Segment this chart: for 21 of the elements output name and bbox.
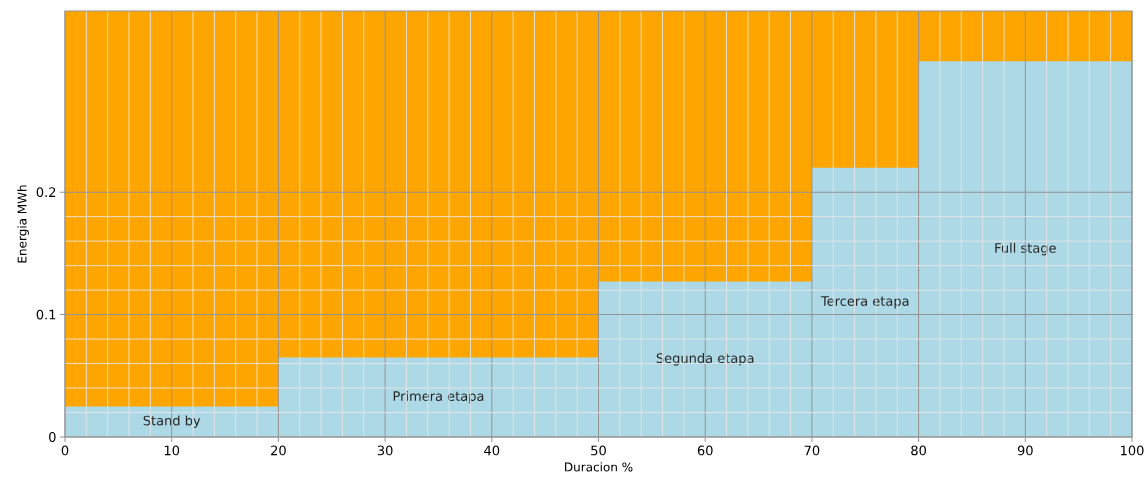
x-tick-label: 60	[697, 445, 713, 456]
x-tick-label: 10	[164, 445, 180, 456]
x-axis-title: Duracion %	[565, 462, 633, 472]
x-tick-label: 40	[484, 445, 500, 456]
annotation: Segunda etapa	[656, 352, 754, 366]
x-tick-label: 80	[911, 445, 926, 456]
annotation: Stand by	[143, 415, 201, 428]
y-axis-title: Energia MWh	[17, 185, 29, 263]
annotation: Tercera etapa	[820, 296, 909, 309]
y-tick-label: 0.1	[36, 309, 56, 320]
x-tick-label: 20	[271, 445, 286, 456]
annotation: Primera etapa	[393, 390, 484, 404]
annotation: Full stage	[995, 242, 1056, 256]
x-tick-label: 90	[1017, 445, 1033, 456]
y-tick-label: 0.2	[36, 187, 56, 198]
x-tick-label: 50	[591, 445, 606, 456]
x-tick-label: 100	[1121, 445, 1144, 456]
x-tick-label: 30	[377, 445, 393, 456]
x-tick-label: 0	[61, 445, 69, 456]
x-tick-label: 70	[804, 445, 820, 456]
y-tick-label: 0	[49, 432, 56, 442]
